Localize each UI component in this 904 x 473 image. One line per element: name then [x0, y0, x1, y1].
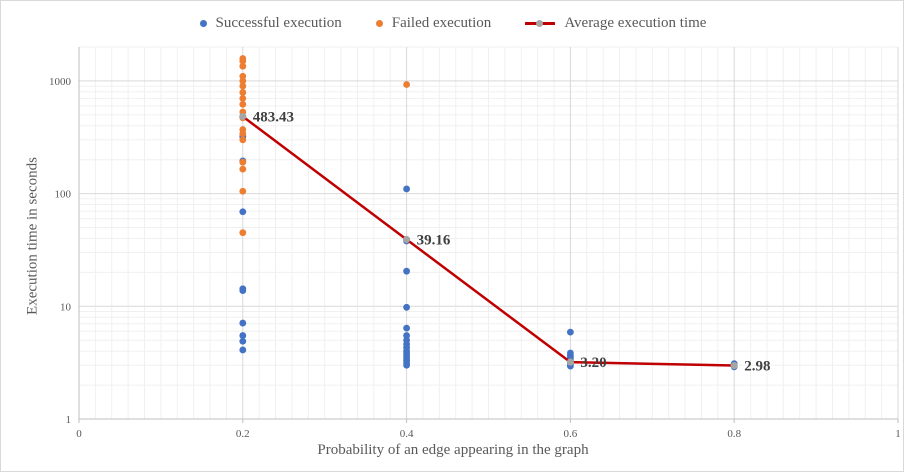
grid-lines [79, 47, 898, 419]
failed-execution-point [239, 95, 246, 102]
successful-execution-point [239, 332, 246, 339]
legend-marker-failed [376, 20, 383, 27]
legend-label-failed: Failed execution [392, 15, 492, 32]
legend: Successful execution Failed execution Av… [1, 15, 904, 32]
successful-execution-point [403, 332, 410, 339]
failed-execution-point [239, 136, 246, 143]
average-execution-time-point [731, 362, 738, 369]
successful-execution-point [239, 208, 246, 215]
successful-execution-point [403, 304, 410, 311]
legend-marker-average [525, 22, 555, 25]
failed-execution-point [239, 159, 246, 166]
x-tick-label: 0 [76, 428, 82, 440]
successful-execution-point [403, 268, 410, 275]
x-tick-label: 0.8 [727, 428, 741, 440]
legend-item-average: Average execution time [525, 15, 706, 32]
failed-execution-point [239, 55, 246, 62]
failed-execution-point [239, 126, 246, 133]
average-execution-time-point [403, 236, 410, 243]
average-execution-time-point [239, 113, 246, 120]
y-axis-title: Execution time in seconds [25, 157, 42, 315]
average-data-label: 483.43 [253, 109, 294, 125]
successful-execution-point [567, 329, 574, 336]
x-tick-label: 0.6 [564, 428, 578, 440]
average-data-label: 39.16 [417, 232, 451, 248]
successful-execution-point [239, 347, 246, 354]
failed-execution-point [239, 101, 246, 108]
failed-execution-point [403, 81, 410, 88]
successful-execution-point [403, 325, 410, 332]
y-tick-label: 1000 [49, 76, 72, 88]
x-tick-label: 0.2 [236, 428, 250, 440]
average-execution-time-point [567, 358, 574, 365]
x-tick-label: 1 [895, 428, 901, 440]
failed-execution-point [239, 166, 246, 173]
average-data-label: 3.20 [580, 355, 606, 371]
legend-item-failed: Failed execution [376, 15, 492, 32]
failed-execution-point [239, 89, 246, 96]
successful-execution-point [239, 320, 246, 327]
legend-label-average: Average execution time [564, 15, 706, 32]
x-axis-title: Probability of an edge appearing in the … [1, 442, 904, 459]
data-labels: 483.43 39.16 3.20 2.98 [253, 109, 771, 374]
legend-label-successful: Successful execution [216, 15, 342, 32]
successful-execution-point [403, 186, 410, 193]
legend-marker-successful [200, 20, 207, 27]
y-tick-label: 1 [66, 414, 72, 426]
failed-execution-point [239, 188, 246, 195]
y-tick-label: 100 [55, 189, 72, 201]
failed-execution-point [239, 73, 246, 80]
x-tick-label: 0.4 [400, 428, 414, 440]
average-data-label: 2.98 [744, 359, 770, 375]
successful-execution-point [567, 350, 574, 357]
failed-execution-point [239, 229, 246, 236]
successful-execution-point [239, 285, 246, 292]
y-tick-label: 10 [60, 301, 72, 313]
legend-item-successful: Successful execution [200, 15, 342, 32]
